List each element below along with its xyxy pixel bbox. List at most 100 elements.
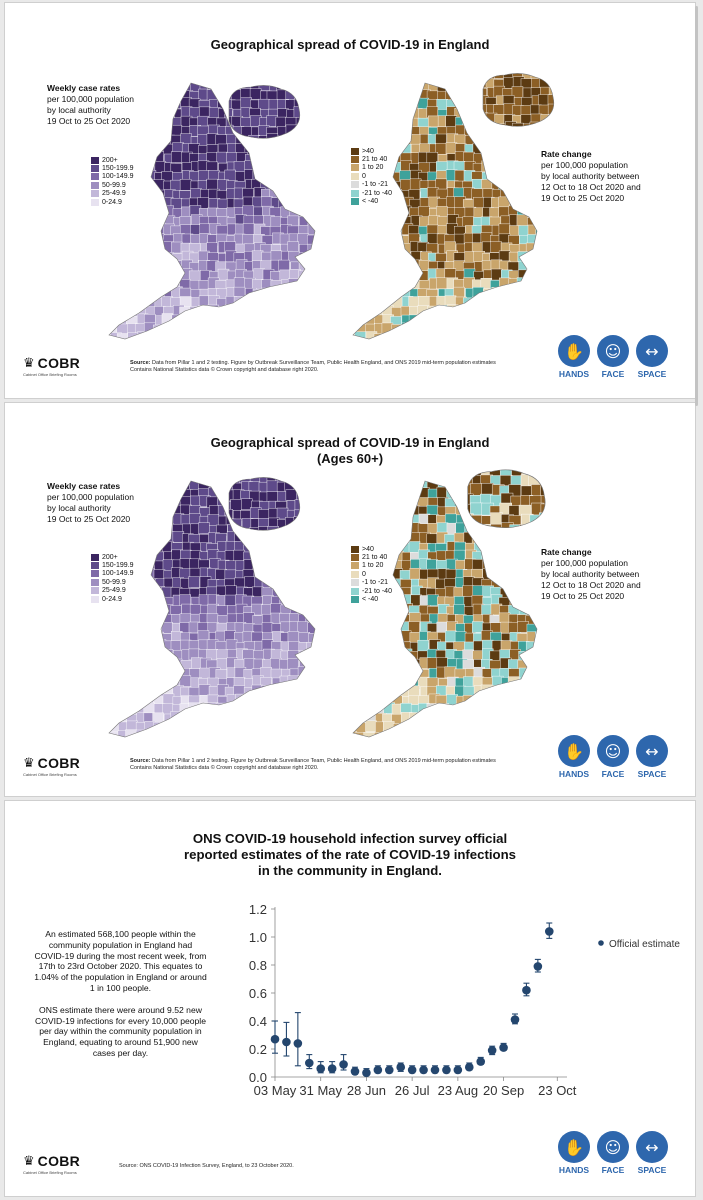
map-region [162, 693, 175, 706]
map-region [306, 196, 315, 208]
map-region [83, 505, 94, 516]
map-region [82, 197, 93, 208]
map-region [437, 323, 449, 335]
map-region [307, 622, 315, 634]
map-region [390, 216, 403, 228]
legend-label: 0-24.9 [102, 595, 122, 603]
map-region [437, 703, 449, 715]
map-region [509, 577, 522, 590]
map-region [118, 514, 130, 526]
map-region [507, 586, 519, 599]
map-region [145, 533, 157, 546]
map-region [337, 568, 348, 579]
map-region [499, 331, 511, 339]
map-region [199, 712, 211, 725]
map-region [483, 123, 488, 127]
map-region [481, 694, 494, 706]
map-region [337, 145, 348, 156]
map-region [117, 666, 129, 679]
map-region [528, 731, 537, 737]
source-label: Source: [130, 758, 151, 764]
map-region [109, 83, 111, 93]
map-region [401, 730, 414, 737]
cobr-wordmark: COBR [37, 355, 81, 371]
map-region [315, 127, 323, 138]
map-region [207, 711, 219, 723]
hfs-label: SPACE [637, 369, 667, 379]
map-region [152, 179, 165, 191]
map-region [364, 215, 376, 228]
map-region [298, 632, 311, 644]
map-region [134, 558, 146, 571]
map-region [125, 241, 137, 254]
map-region [109, 117, 113, 130]
map-region [329, 525, 339, 536]
map-region [535, 605, 537, 618]
map-region [74, 515, 85, 526]
map-region [508, 567, 520, 580]
map-region [279, 306, 292, 319]
map-region [244, 331, 256, 339]
map-region [229, 477, 235, 485]
map-region [90, 676, 101, 687]
map-region [126, 649, 139, 662]
map-region [308, 505, 315, 517]
map-region [471, 524, 485, 528]
map-region [109, 98, 113, 111]
map-region [125, 486, 138, 498]
map-region [330, 99, 341, 110]
map-region [428, 722, 440, 734]
map-region [455, 713, 468, 725]
hfs-space: ↔ SPACE [635, 735, 669, 779]
map-region [126, 524, 138, 536]
map-region [144, 262, 157, 274]
map-region [381, 639, 394, 652]
map-region [480, 135, 492, 147]
map-region [472, 333, 484, 339]
map-region [145, 641, 157, 653]
map-region [153, 189, 166, 202]
map-region [109, 488, 112, 501]
legend-swatch [351, 172, 359, 180]
map-region [109, 214, 122, 227]
map-region [126, 515, 139, 527]
map-region [269, 720, 282, 733]
map-region [81, 489, 92, 500]
map-region [90, 143, 101, 154]
map-region [253, 162, 266, 174]
map-region [153, 722, 165, 734]
slide-subtitle: (Ages 60+) [316, 451, 384, 466]
map-region [92, 136, 103, 147]
map-region [289, 577, 301, 590]
map-region [314, 658, 315, 671]
map-region [152, 151, 164, 163]
map-region [382, 504, 394, 517]
map-region [339, 341, 350, 343]
map-region [108, 740, 119, 741]
map-region [127, 135, 139, 148]
map-region [251, 145, 264, 157]
scrollbar-thumb[interactable] [695, 6, 698, 406]
map-region [206, 178, 218, 191]
map-region [329, 730, 340, 741]
map-region [179, 179, 192, 191]
map-region [279, 712, 292, 725]
map-region [294, 509, 300, 522]
map-region [461, 532, 472, 535]
map-region [92, 342, 103, 343]
map-region [272, 561, 284, 573]
map-region [527, 676, 537, 688]
map-region [314, 242, 315, 254]
map-region [374, 124, 387, 136]
map-region [306, 712, 315, 724]
map-region [252, 550, 264, 563]
map-region [329, 623, 339, 634]
map-region [537, 597, 539, 608]
slide-ons-infection-survey: ONS COVID-19 household infection survey … [4, 800, 696, 1197]
map-region [145, 180, 157, 193]
map-region [91, 314, 102, 325]
map-region [353, 714, 358, 726]
map-region [153, 332, 165, 339]
map-region [490, 134, 502, 146]
map-region [391, 495, 403, 507]
